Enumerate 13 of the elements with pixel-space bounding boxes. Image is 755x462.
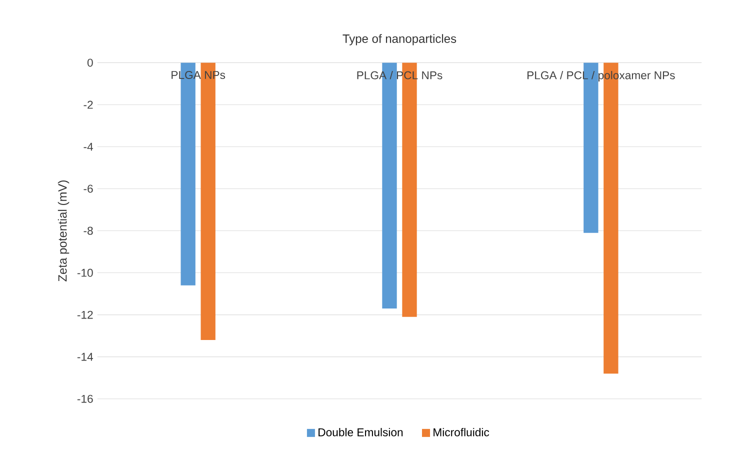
y-tick-label: -4 xyxy=(84,143,94,151)
y-tick-label: -8 xyxy=(84,226,93,236)
y-tick-label: -10 xyxy=(77,269,93,278)
y-tick-label: -14 xyxy=(77,353,94,361)
x-axis-title: Type of nanoparticles xyxy=(342,34,456,46)
y-axis-title: Zeta potential (mV) xyxy=(58,180,70,282)
y-tick-label: -6 xyxy=(84,184,93,193)
y-tick-label: -12 xyxy=(77,311,93,319)
y-tick-label: 0 xyxy=(87,58,93,67)
y-tick-label: -2 xyxy=(84,100,93,109)
y-tick-label: -16 xyxy=(77,395,93,404)
legend-label: Double Emulsion xyxy=(318,428,403,437)
legend-label: Microfluidic xyxy=(434,428,490,437)
